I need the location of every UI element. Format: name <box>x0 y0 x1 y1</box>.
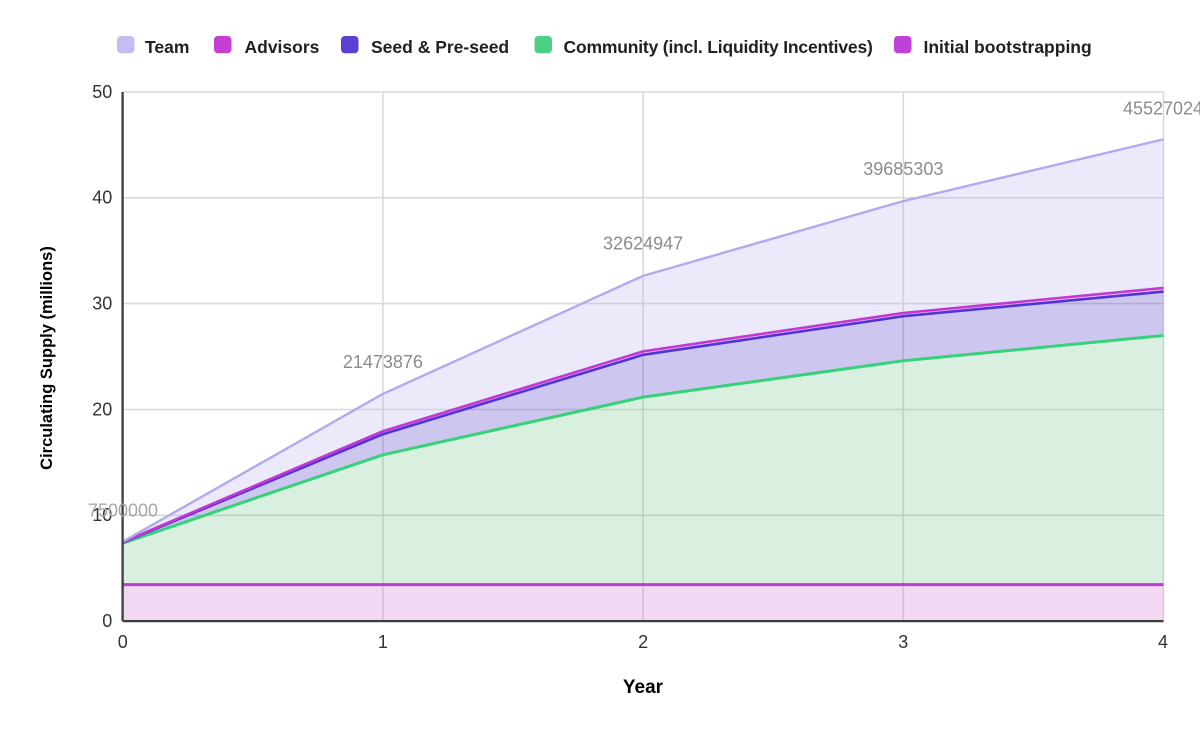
svg-text:Initial bootstrapping: Initial bootstrapping <box>924 37 1092 57</box>
svg-text:32624947: 32624947 <box>603 234 683 254</box>
svg-text:20: 20 <box>92 399 112 419</box>
svg-text:7500000: 7500000 <box>88 500 158 520</box>
svg-text:Year: Year <box>623 677 664 698</box>
svg-text:45527024: 45527024 <box>1123 98 1200 118</box>
svg-text:21473876: 21473876 <box>343 352 423 372</box>
svg-text:4: 4 <box>1158 632 1168 652</box>
svg-text:Community (incl. Liquidity Inc: Community (incl. Liquidity Incentives) <box>564 37 873 57</box>
svg-text:2: 2 <box>638 632 648 652</box>
svg-text:1: 1 <box>378 632 388 652</box>
svg-text:Seed & Pre-seed: Seed & Pre-seed <box>371 37 509 57</box>
svg-text:39685303: 39685303 <box>863 159 943 179</box>
svg-text:Team: Team <box>145 37 189 57</box>
svg-text:3: 3 <box>898 632 908 652</box>
svg-text:0: 0 <box>102 611 112 631</box>
svg-text:10: 10 <box>92 505 112 525</box>
svg-text:50: 50 <box>92 82 112 102</box>
svg-text:Advisors: Advisors <box>245 37 320 57</box>
svg-text:0: 0 <box>118 632 128 652</box>
svg-text:30: 30 <box>92 293 112 313</box>
svg-text:Circulating Supply (millions): Circulating Supply (millions) <box>38 246 56 470</box>
svg-text:40: 40 <box>92 188 112 208</box>
